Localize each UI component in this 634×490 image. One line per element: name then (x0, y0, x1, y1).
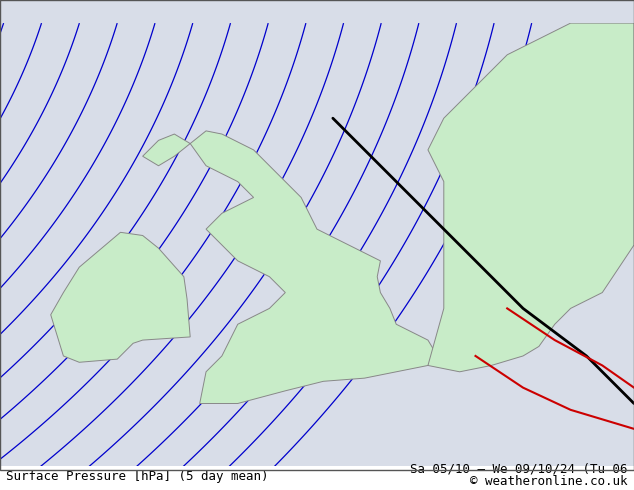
Text: Sa 05/10 – We 09/10/24 (Tu 06: Sa 05/10 – We 09/10/24 (Tu 06 (410, 462, 628, 475)
Polygon shape (190, 131, 437, 403)
Text: Surface Pressure [hPa] (5 day mean): Surface Pressure [hPa] (5 day mean) (6, 469, 269, 483)
Polygon shape (51, 232, 190, 362)
Polygon shape (428, 23, 634, 372)
Text: © weatheronline.co.uk: © weatheronline.co.uk (470, 474, 628, 488)
Polygon shape (143, 134, 190, 166)
